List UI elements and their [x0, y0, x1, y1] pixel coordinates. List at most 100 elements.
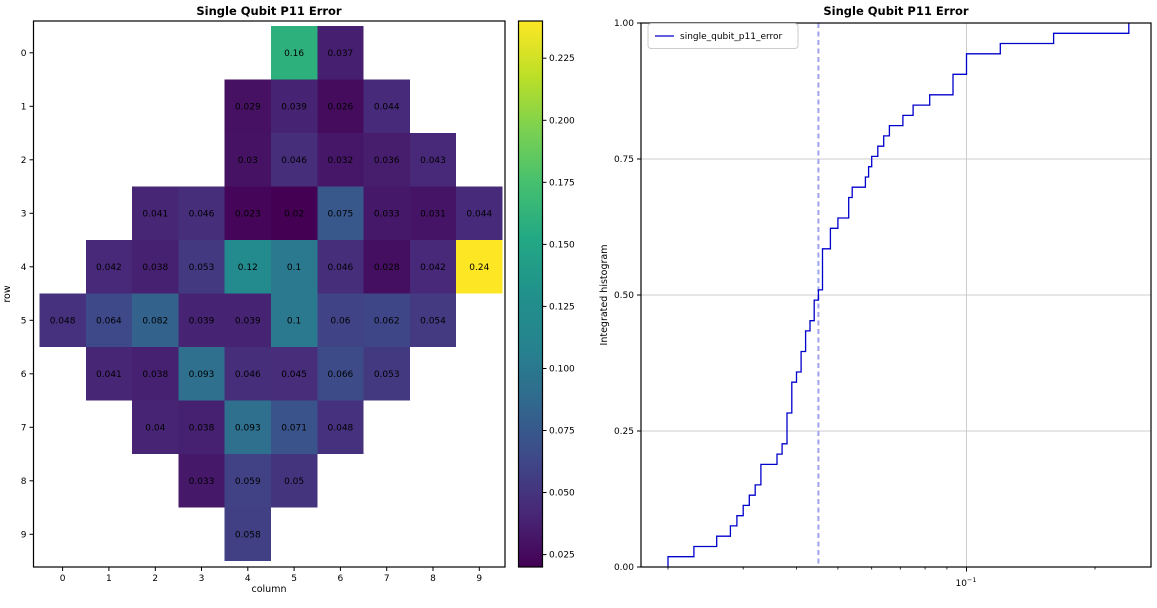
colorbar-tick-label-0.175: 0.175 — [549, 178, 575, 188]
heatmap-cell-value: 0.041 — [96, 370, 122, 380]
heatmap-cell-value: 0.031 — [420, 209, 446, 219]
heatmap-cell-value: 0.033 — [189, 477, 215, 487]
cdf-y-tick-label-0.00: 0.00 — [614, 563, 634, 573]
heatmap-cell-r6-c7 — [363, 347, 410, 401]
heatmap-cell-r5-c5 — [271, 293, 318, 347]
heatmap-cell-r1-c7 — [363, 79, 410, 133]
colorbar-tick-label-0.025: 0.025 — [549, 551, 575, 561]
heatmap-cell-r3-c8 — [409, 186, 457, 240]
heatmap-x-tick-label-7: 7 — [384, 574, 390, 584]
heatmap-y-tick-label-0: 0 — [21, 49, 27, 59]
heatmap-x-tick-label-4: 4 — [245, 574, 251, 584]
heatmap-cell-r6-c3 — [178, 347, 225, 401]
heatmap-cell-r7-c2 — [132, 400, 179, 454]
heatmap-cell-value: 0.032 — [328, 156, 354, 166]
heatmap-cell-r6-c2 — [132, 347, 179, 401]
heatmap-cell-value: 0.037 — [328, 49, 354, 59]
heatmap-cell-r1-c5 — [271, 79, 318, 133]
heatmap-cell-r2-c6 — [317, 133, 364, 187]
heatmap-title: Single Qubit P11 Error — [196, 4, 342, 18]
heatmap-cell-value: 0.058 — [235, 530, 261, 540]
heatmap-cell-r5-c4 — [224, 293, 271, 347]
heatmap-cell-r6-c5 — [271, 347, 318, 401]
heatmap-cell-value: 0.075 — [328, 209, 354, 219]
heatmap-cell-r3-c5 — [271, 186, 318, 240]
heatmap-cells — [39, 26, 503, 561]
heatmap-cell-r3-c9 — [456, 186, 503, 240]
heatmap-cell-r5-c6 — [317, 293, 364, 347]
cdf-y-tick-label-0.25: 0.25 — [614, 427, 634, 437]
heatmap-cell-value: 0.039 — [281, 102, 307, 112]
heatmap-y-tick-label-9: 9 — [21, 530, 27, 540]
heatmap-x-tick-label-6: 6 — [338, 574, 344, 584]
heatmap-y-tick-label-4: 4 — [21, 263, 27, 273]
heatmap-cell-value: 0.093 — [235, 423, 261, 433]
heatmap-cell-value: 0.023 — [235, 209, 261, 219]
heatmap-cell-value: 0.05 — [284, 477, 304, 487]
heatmap-cell-value: 0.044 — [466, 209, 492, 219]
heatmap-cell-r5-c8 — [409, 293, 457, 347]
heatmap-cell-r0-c5 — [271, 26, 318, 80]
heatmap-cell-value: 0.038 — [142, 263, 168, 273]
heatmap-cell-value: 0.041 — [142, 209, 168, 219]
heatmap-cell-r2-c7 — [363, 133, 410, 187]
heatmap-cell-value: 0.053 — [374, 370, 400, 380]
heatmap-y-tick-label-5: 5 — [21, 316, 27, 326]
heatmap-y-tick-label-7: 7 — [21, 423, 27, 433]
heatmap-cell-value: 0.043 — [420, 156, 446, 166]
heatmap-cell-value: 0.026 — [328, 102, 354, 112]
heatmap-cell-value: 0.029 — [235, 102, 261, 112]
heatmap-cell-r3-c3 — [178, 186, 225, 240]
heatmap-ylabel: row — [2, 285, 13, 303]
cdf-y-tick-label-0.75: 0.75 — [614, 155, 634, 165]
heatmap-x-tick-label-3: 3 — [199, 574, 205, 584]
heatmap-cell-value: 0.064 — [96, 316, 122, 326]
heatmap-cell-r8-c3 — [178, 454, 225, 508]
heatmap-cell-r4-c9 — [456, 240, 503, 294]
colorbar-tick-label-0.075: 0.075 — [549, 427, 575, 437]
heatmap-x-tick-label-8: 8 — [430, 574, 436, 584]
heatmap-cell-r5-c7 — [363, 293, 410, 347]
colorbar: 0.025 0.050 0.075 0.100 0.125 0.150 0.175 0.200… — [517, 20, 575, 568]
heatmap-cell-r1-c6 — [317, 79, 364, 133]
heatmap-cell-r4-c3 — [178, 240, 225, 294]
heatmap-y-tick-label-3: 3 — [21, 209, 27, 219]
heatmap-cell-value: 0.039 — [189, 316, 215, 326]
heatmap-cell-value: 0.038 — [142, 370, 168, 380]
heatmap-cell-r7-c5 — [271, 400, 318, 454]
cdf-y-tick-label-0.50: 0.50 — [614, 291, 634, 301]
heatmap-cell-value: 0.046 — [281, 156, 307, 166]
heatmap-xlabel: column — [252, 584, 287, 595]
heatmap-cell-value: 0.062 — [374, 316, 400, 326]
heatmap-cell-value: 0.044 — [374, 102, 400, 112]
heatmap-cell-value: 0.059 — [235, 477, 261, 487]
colorbar-tick-label-0.050: 0.050 — [549, 489, 575, 499]
heatmap-cell-r6-c4 — [224, 347, 271, 401]
cdf-gridlines — [641, 23, 1151, 567]
heatmap-cell-value: 0.053 — [189, 263, 215, 273]
heatmap-x-tick-label-9: 9 — [476, 574, 482, 584]
heatmap-cell-r4-c6 — [317, 240, 364, 294]
heatmap-cell-value: 0.093 — [189, 370, 215, 380]
cdf-x-axis-ticks — [667, 567, 1096, 572]
colorbar-tick-label-0.200: 0.200 — [549, 116, 575, 126]
heatmap-cell-value: 0.046 — [235, 370, 261, 380]
heatmap-cell-value: 0.02 — [284, 209, 304, 219]
cdf-y-tick-label-1.00: 1.00 — [614, 19, 634, 29]
heatmap-cell-value: 0.03 — [238, 156, 258, 166]
heatmap-y-tick-label-1: 1 — [21, 102, 27, 112]
cdf-x-major-tick-label: 10−1 — [955, 576, 976, 589]
heatmap-cell-r4-c4 — [224, 240, 271, 294]
heatmap-cell-value: 0.16 — [284, 49, 304, 59]
heatmap-cell-r7-c3 — [178, 400, 225, 454]
heatmap-cell-r7-c6 — [317, 400, 364, 454]
heatmap-cell-r2-c5 — [271, 133, 318, 187]
heatmap-cell-value: 0.071 — [281, 423, 307, 433]
heatmap-y-tick-label-8: 8 — [21, 477, 27, 487]
heatmap-cell-value: 0.038 — [189, 423, 215, 433]
heatmap-cell-r7-c4 — [224, 400, 271, 454]
heatmap-cell-value: 0.04 — [145, 423, 165, 433]
heatmap-cell-r6-c1 — [85, 347, 133, 401]
